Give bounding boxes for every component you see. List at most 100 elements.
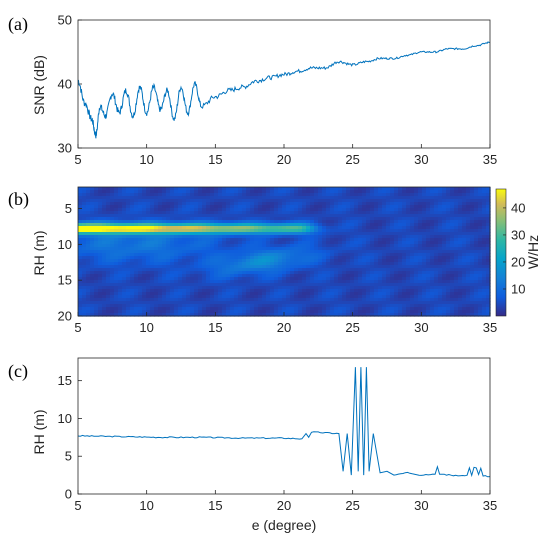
- heat-cell: [230, 193, 235, 197]
- heat-cell: [362, 289, 367, 293]
- heat-cell: [210, 304, 215, 308]
- heat-cell: [286, 292, 291, 296]
- heat-cell: [306, 229, 311, 233]
- heat-cell: [118, 232, 123, 236]
- heat-cell: [186, 208, 191, 212]
- heat-cell: [314, 274, 319, 278]
- heat-cell: [226, 232, 231, 236]
- heat-cell: [78, 190, 83, 194]
- heat-cell: [310, 232, 315, 236]
- heat-cell: [322, 289, 327, 293]
- heat-cell: [410, 280, 415, 284]
- heat-cell: [470, 283, 475, 287]
- heat-cell: [230, 277, 235, 281]
- heat-cell: [90, 313, 95, 317]
- heat-cell: [442, 241, 447, 245]
- heat-cell: [466, 190, 471, 194]
- heat-cell: [274, 274, 279, 278]
- heat-cell: [450, 298, 455, 302]
- heat-cell: [482, 247, 487, 251]
- heat-cell: [254, 295, 259, 299]
- heat-cell: [218, 313, 223, 317]
- heat-cell: [222, 277, 227, 281]
- heat-cell: [242, 202, 247, 206]
- heat-cell: [198, 235, 203, 239]
- heat-cell: [226, 256, 231, 260]
- heat-cell: [438, 289, 443, 293]
- heat-cell: [346, 265, 351, 269]
- heat-cell: [422, 292, 427, 296]
- heat-cell: [394, 256, 399, 260]
- heat-cell: [318, 301, 323, 305]
- heat-cell: [198, 244, 203, 248]
- heat-cell: [130, 187, 135, 191]
- heat-cell: [234, 256, 239, 260]
- heat-cell: [102, 274, 107, 278]
- colorbar-label: W/Hz: [525, 235, 541, 269]
- heat-cell: [158, 301, 163, 305]
- heat-cell: [418, 232, 423, 236]
- heat-cell: [166, 238, 171, 242]
- heat-cell: [182, 232, 187, 236]
- heat-cell: [218, 202, 223, 206]
- heat-cell: [382, 256, 387, 260]
- heat-cell: [122, 268, 127, 272]
- panel-b-ylabel: RH (m): [31, 230, 47, 275]
- heat-cell: [98, 310, 103, 314]
- heat-cell: [430, 253, 435, 257]
- heat-cell: [230, 199, 235, 203]
- heat-cell: [422, 304, 427, 308]
- heat-cell: [450, 202, 455, 206]
- heat-cell: [218, 223, 223, 227]
- heat-cell: [242, 259, 247, 263]
- heat-cell: [454, 295, 459, 299]
- heat-cell: [458, 226, 463, 230]
- heat-cell: [250, 313, 255, 317]
- heat-cell: [430, 229, 435, 233]
- heat-cell: [386, 277, 391, 281]
- heat-cell: [262, 298, 267, 302]
- heat-cell: [382, 187, 387, 191]
- heat-cell: [130, 277, 135, 281]
- heat-cell: [358, 313, 363, 317]
- heat-cell: [186, 259, 191, 263]
- heat-cell: [322, 295, 327, 299]
- heat-cell: [206, 274, 211, 278]
- heat-cell: [194, 313, 199, 317]
- heat-cell: [262, 214, 267, 218]
- heat-cell: [486, 217, 491, 221]
- heat-cell: [78, 238, 83, 242]
- heat-cell: [462, 190, 467, 194]
- heat-cell: [254, 256, 259, 260]
- heat-cell: [430, 271, 435, 275]
- heat-cell: [398, 214, 403, 218]
- heat-cell: [78, 268, 83, 272]
- heat-cell: [338, 277, 343, 281]
- heat-cell: [342, 274, 347, 278]
- heat-cell: [186, 202, 191, 206]
- heat-cell: [190, 283, 195, 287]
- heat-cell: [442, 304, 447, 308]
- heat-cell: [334, 202, 339, 206]
- heat-cell: [94, 313, 99, 317]
- heat-cell: [382, 259, 387, 263]
- heat-cell: [330, 193, 335, 197]
- heat-cell: [162, 301, 167, 305]
- heat-cell: [342, 238, 347, 242]
- heat-cell: [418, 223, 423, 227]
- heat-cell: [222, 220, 227, 224]
- heat-cell: [150, 199, 155, 203]
- heat-cell: [98, 307, 103, 311]
- heat-cell: [210, 220, 215, 224]
- heat-cell: [338, 196, 343, 200]
- heat-cell: [146, 217, 151, 221]
- heat-cell: [378, 226, 383, 230]
- heat-cell: [274, 190, 279, 194]
- panel-a-xticks: 5 10 15 20 25 30 35: [74, 144, 497, 167]
- heat-cell: [418, 208, 423, 212]
- heat-cell: [398, 268, 403, 272]
- heat-cell: [486, 199, 491, 203]
- heat-cell: [262, 295, 267, 299]
- heat-cell: [118, 295, 123, 299]
- heat-cell: [174, 310, 179, 314]
